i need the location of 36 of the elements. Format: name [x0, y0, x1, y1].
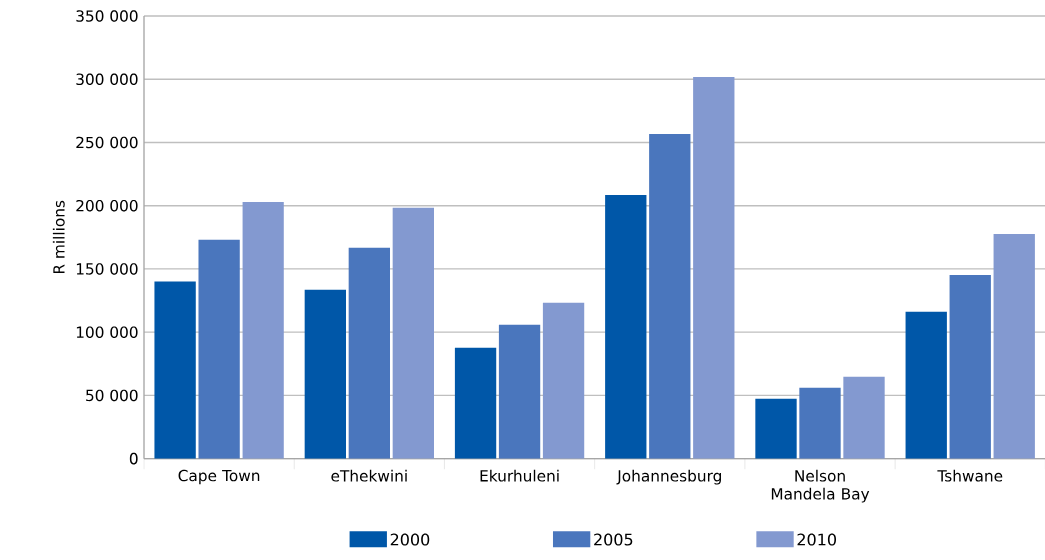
y-tick-label: 150 000: [76, 263, 138, 275]
y-tick-label: 50 000: [86, 389, 138, 402]
bar: [649, 134, 691, 459]
x-tick-label: Johannesburg: [616, 469, 721, 485]
x-tick-label: eThekwini: [331, 469, 407, 482]
y-axis-title: R millions: [52, 200, 65, 274]
bar: [348, 247, 390, 459]
bar: [542, 302, 585, 459]
bar: [198, 239, 240, 459]
bar: [242, 201, 284, 459]
y-tick-label: 350 000: [76, 10, 138, 22]
x-tick-label: Tshwane: [937, 469, 1003, 482]
y-tick-label: 0: [129, 452, 138, 465]
y-tick-label: 200 000: [76, 199, 138, 212]
y-tick-label: 300 000: [76, 73, 138, 86]
bar: [392, 207, 434, 459]
bar: [799, 387, 841, 459]
bar: [693, 77, 735, 459]
legend-label: 2005: [594, 533, 633, 546]
x-tick-label: Cape Town: [178, 469, 260, 485]
bar: [905, 311, 947, 459]
bar: [605, 194, 647, 459]
bar: [154, 281, 196, 459]
y-tick-label: 250 000: [76, 136, 138, 149]
legend-label: 2010: [797, 533, 837, 546]
bar: [454, 347, 497, 459]
legend-label: 2000: [390, 533, 430, 546]
x-tick-label: Ekurhuleni: [480, 469, 559, 482]
bar: [304, 289, 346, 459]
bar: [949, 274, 991, 459]
x-tick-label: Nelson Mandela Bay: [771, 469, 870, 503]
bar: [755, 398, 797, 459]
y-tick-label: 100 000: [76, 326, 138, 338]
bar: [498, 324, 541, 459]
bar: [843, 376, 885, 459]
bar: [993, 233, 1035, 459]
